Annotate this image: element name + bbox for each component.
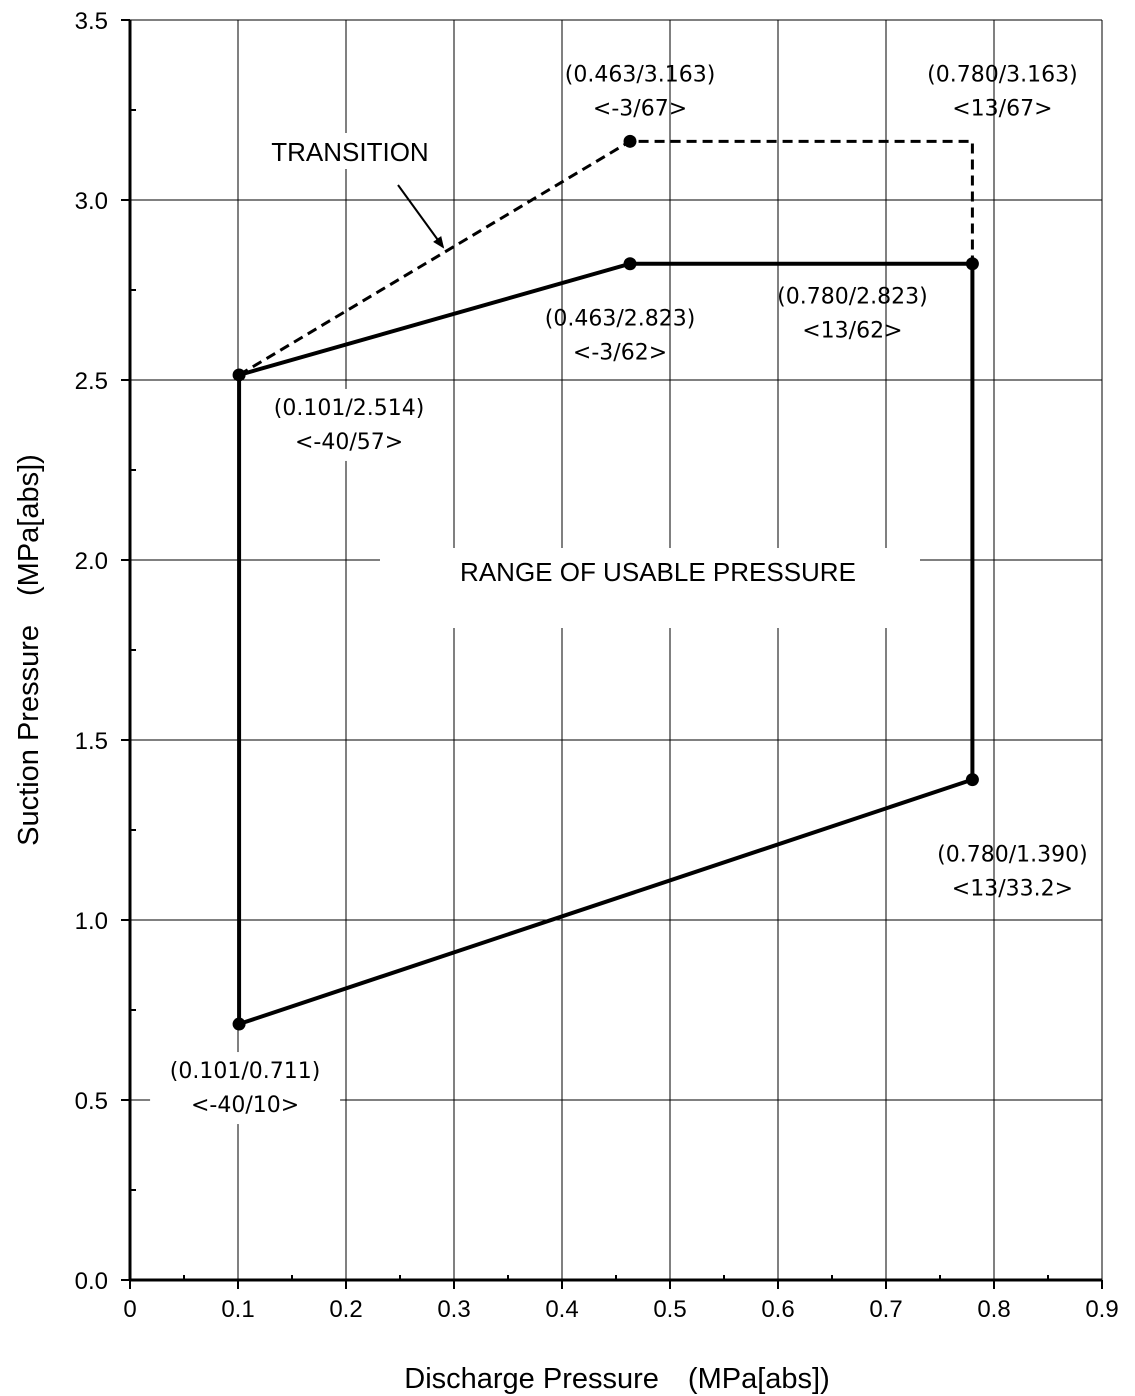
- x-axis-title: Discharge Pressure (MPa[abs]): [404, 1363, 829, 1395]
- x-tick-label: 0.8: [977, 1296, 1010, 1323]
- data-point-marker: [232, 368, 246, 382]
- data-markers: [232, 134, 979, 1031]
- y-axis-title: Suction Pressure (MPa[abs]): [13, 454, 45, 846]
- annotation-coordinates: (0.101/0.711): [170, 1059, 321, 1084]
- region-label-bg: [380, 548, 920, 628]
- x-tick-label: 0.9: [1085, 1296, 1118, 1323]
- data-point-marker: [965, 773, 979, 787]
- y-tick-label: 0.0: [75, 1268, 108, 1295]
- transition-arrow: [397, 184, 445, 249]
- annotation-temperatures: <13/62>: [802, 319, 902, 344]
- x-tick-label: 0.3: [437, 1296, 470, 1323]
- region-label: RANGE OF USABLE PRESSURE: [460, 557, 856, 587]
- annotation-coordinates: (0.780/1.390): [937, 843, 1088, 868]
- axes: [128, 20, 1102, 1282]
- annotation-coordinates: (0.101/2.514): [274, 396, 425, 421]
- transition-label-bg: [250, 133, 450, 169]
- annotation-bg: [254, 388, 445, 461]
- data-point-marker: [623, 257, 637, 271]
- data-point-marker: [623, 134, 637, 148]
- annotation-coordinates: (0.780/3.163): [927, 62, 1078, 87]
- y-tick-label: 1.0: [75, 908, 108, 935]
- y-tick-label: 2.5: [75, 368, 108, 395]
- transition-boundary-line: [238, 139, 974, 377]
- annotation-temperatures: <-40/57>: [295, 430, 403, 455]
- annotation-coordinates: (0.463/2.823): [545, 307, 696, 332]
- x-tick-label: 0.2: [329, 1296, 362, 1323]
- annotation-temperatures: <-40/10>: [191, 1093, 299, 1118]
- tick-labels: 0 0.1 0.2 0.3 0.4 0.5 0.6 0.7 0.8 0.9 0.0 0.5 1.0 1.5…: [75, 8, 1119, 1323]
- annotation-temperatures: <-3/62>: [573, 341, 667, 366]
- x-tick-label: 0: [123, 1296, 136, 1323]
- annotation-temperatures: <13/67>: [952, 96, 1052, 121]
- usable-range-boundary-line: [237, 261, 975, 1026]
- x-tick-label: 0.4: [545, 1296, 578, 1323]
- annotation-temperatures: <-3/67>: [593, 96, 687, 121]
- annotation-bg: [150, 1052, 341, 1125]
- y-tick-label: 1.5: [75, 728, 108, 755]
- data-point-marker: [965, 257, 979, 271]
- annotation-coordinates: (0.780/2.823): [777, 285, 928, 310]
- x-tick-label: 0.1: [221, 1296, 254, 1323]
- point-annotations: (0.463/3.163) <-3/67> (0.780/3.163) <13/67>…: [150, 62, 1088, 1125]
- transition-label: TRANSITION: [271, 137, 428, 167]
- x-tick-label: 0.7: [869, 1296, 902, 1323]
- y-tick-label: 3.0: [75, 188, 108, 215]
- y-tick-label: 3.5: [75, 8, 108, 35]
- x-tick-label: 0.6: [761, 1296, 794, 1323]
- x-tick-label: 0.5: [653, 1296, 686, 1323]
- series-lines: [237, 139, 975, 1026]
- annotation-coordinates: (0.463/3.163): [565, 62, 716, 87]
- y-tick-label: 0.5: [75, 1088, 108, 1115]
- data-point-marker: [232, 1017, 246, 1031]
- annotation-temperatures: <13/33.2>: [952, 877, 1073, 902]
- y-tick-label: 2.0: [75, 548, 108, 575]
